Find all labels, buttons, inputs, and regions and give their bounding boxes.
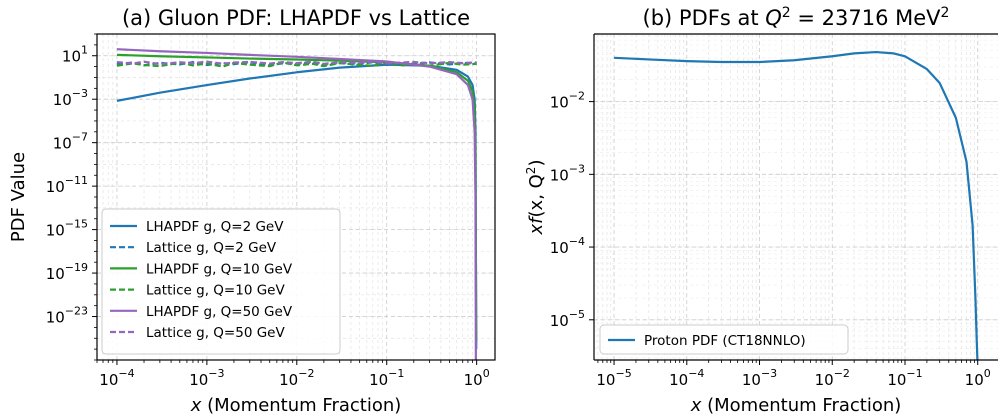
chart-a-y-tick-label: 10−15 xyxy=(46,218,88,240)
chart-a-legend-box xyxy=(101,208,341,355)
chart-a-series-group xyxy=(116,48,478,360)
chart-a-legend-entry: Lattice g, Q=50 GeV xyxy=(146,325,285,341)
chart-b-xlabel: x (Momentum Fraction) xyxy=(690,395,902,416)
chart-b-grid xyxy=(594,34,998,360)
chart-b-x-tick-label: 100 xyxy=(965,367,991,389)
chart-b: 10−5 10−4 10−3 10−2 10−1 100 10−2 10−3 10−410−5 … xyxy=(524,5,998,416)
chart-a-series-line xyxy=(116,63,478,350)
chart-b-x-tick-label: 10−2 xyxy=(815,367,850,389)
chart-a-legend-entry: LHAPDF g, Q=2 GeV xyxy=(146,219,284,235)
chart-a-x-tick-label: 100 xyxy=(464,367,490,389)
chart-b-x-tick-label: 10−4 xyxy=(669,367,704,389)
chart-a-ylabel: PDF Value xyxy=(8,152,29,242)
chart-a-x-tick-label: 10−2 xyxy=(279,367,314,389)
chart-a-x-tick-label: 10−4 xyxy=(99,367,134,389)
chart-b-x-tick-label: 10−1 xyxy=(887,367,922,389)
chart-a-legend-entry: LHAPDF g, Q=10 GeV xyxy=(146,261,293,277)
chart-b-legend-box xyxy=(599,324,849,355)
chart-b-y-tick-label: 10−3 xyxy=(550,162,585,184)
chart-b-ylabel: xf(x, Q2) xyxy=(524,160,547,236)
chart-b-x-tick-label: 10−3 xyxy=(742,367,777,389)
chart-a-y-tick-label: 10−3 xyxy=(53,87,88,109)
chart-b-legend-entry: Proton PDF (CT18NNLO) xyxy=(644,333,806,349)
chart-a-legend-entry: Lattice g, Q=10 GeV xyxy=(146,283,285,299)
chart-b-legend: Proton PDF (CT18NNLO) xyxy=(599,324,849,355)
chart-a-legend: LHAPDF g, Q=2 GeV Lattice g, Q=2 GeV LHAPD… xyxy=(101,208,341,355)
chart-b-y-tick-label: 10−5 xyxy=(550,308,585,330)
chart-a-y-tick-label: 10−7 xyxy=(53,131,88,153)
chart-a: 10−4 10−3 10−2 10−1 100 101 10−3 10−7 10−11 10−15… xyxy=(8,6,496,416)
chart-a-x-tick-label: 10−3 xyxy=(189,367,224,389)
chart-a-ticks: 10−4 10−3 10−2 10−1 100 101 10−3 10−7 10−11 10−15… xyxy=(46,33,490,389)
chart-b-y-tick-label: 10−4 xyxy=(550,235,585,257)
chart-a-series-line xyxy=(116,60,477,66)
chart-b-series-group xyxy=(613,50,979,360)
chart-a-series-line xyxy=(116,48,477,360)
chart-b-series-line xyxy=(613,50,979,360)
chart-b-x-tick-label: 10−5 xyxy=(596,367,631,389)
chart-a-xlabel: x (Momentum Fraction) xyxy=(190,395,402,416)
chart-b-title: (b) PDFs at Q2 = 23716 MeV2 xyxy=(643,5,950,30)
chart-a-y-tick-label: 10−23 xyxy=(46,305,88,327)
chart-a-title: (a) Gluon PDF: LHAPDF vs Lattice xyxy=(122,6,470,30)
chart-a-legend-entry: LHAPDF g, Q=50 GeV xyxy=(146,304,293,320)
chart-a-legend-entry: Lattice g, Q=2 GeV xyxy=(146,240,277,256)
chart-a-x-tick-label: 10−1 xyxy=(369,367,404,389)
chart-a-y-tick-label: 10−19 xyxy=(46,261,88,283)
chart-b-y-tick-label: 10−2 xyxy=(550,90,585,112)
chart-b-ticks: 10−5 10−4 10−3 10−2 10−1 100 10−2 10−3 10−4 10−5 xyxy=(550,90,991,389)
chart-a-y-tick-label: 101 xyxy=(62,44,88,66)
chart-a-y-tick-label: 10−11 xyxy=(46,174,88,196)
